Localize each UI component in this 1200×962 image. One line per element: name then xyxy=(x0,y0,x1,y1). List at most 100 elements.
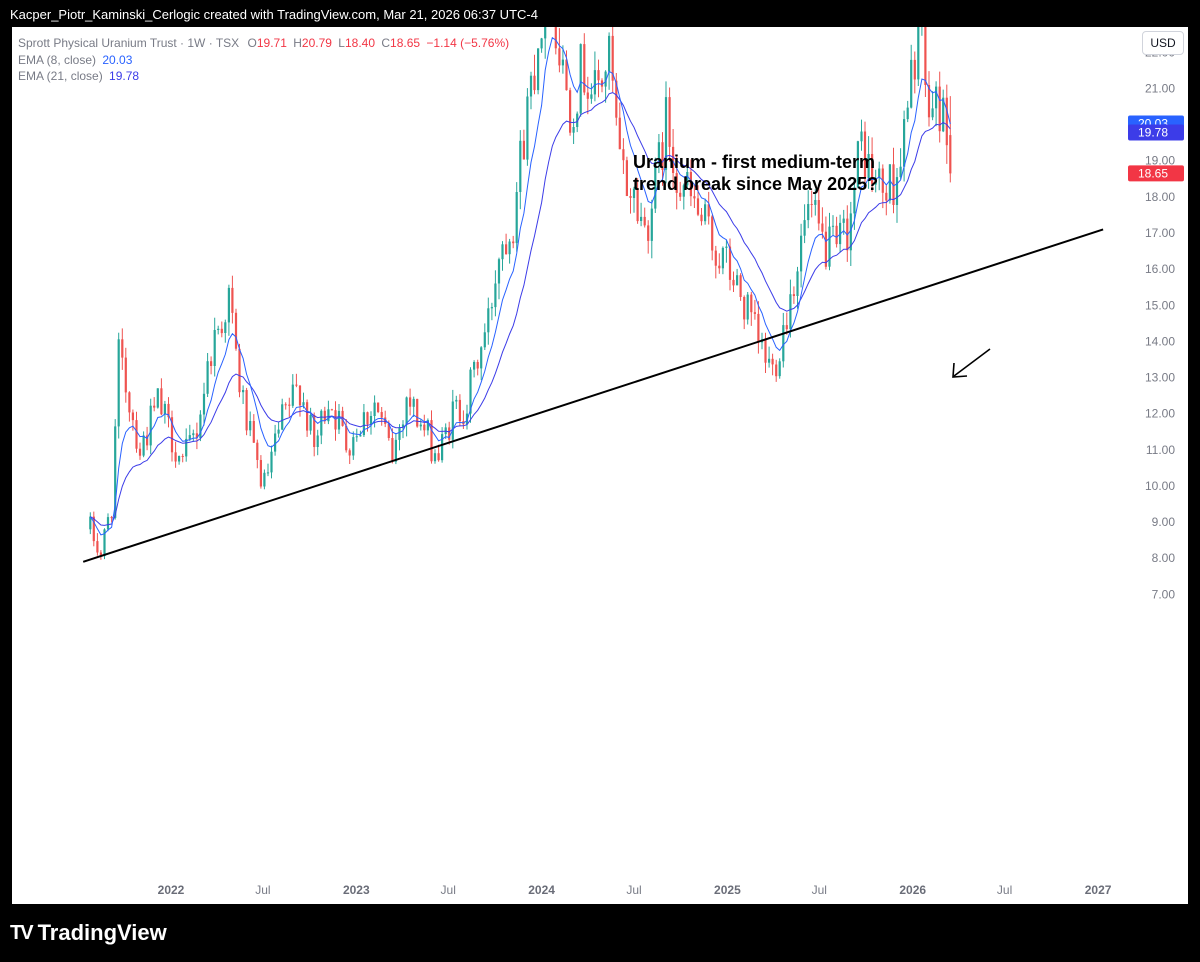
candle-body xyxy=(686,172,689,186)
y-tick-label: 11.00 xyxy=(1146,443,1175,457)
candle-body xyxy=(924,27,927,86)
legend-low-value: 18.40 xyxy=(344,36,375,50)
candle-body xyxy=(217,328,220,330)
candle-body xyxy=(622,149,625,161)
candle-body xyxy=(600,80,604,87)
candle-body xyxy=(672,146,675,173)
candle-body xyxy=(746,294,749,320)
tradingview-logo[interactable]: TV TradingView xyxy=(10,920,167,946)
candle-body xyxy=(199,414,202,438)
candle-body xyxy=(114,426,117,518)
chart-svg[interactable]: 7.00 8.00 9.00 10.00 11.00 12.00 13.00 14.00 15.… xyxy=(12,27,1188,904)
legend-ema8-row[interactable]: EMA (8, close) 20.03 xyxy=(18,52,509,69)
candle-body xyxy=(295,384,298,386)
candle-body xyxy=(288,404,291,406)
candle-body xyxy=(185,438,188,457)
ema8-line xyxy=(89,36,951,536)
candle-body xyxy=(931,108,934,118)
chart-title-line[interactable]: trend break since May 2025? xyxy=(633,174,878,194)
candle-body xyxy=(92,516,95,542)
candle-body xyxy=(99,552,102,557)
candle-body xyxy=(906,107,909,120)
candle-body xyxy=(103,529,106,557)
candle-body xyxy=(210,361,213,366)
y-tick-label: 10.00 xyxy=(1145,479,1175,493)
support-trendline[interactable] xyxy=(82,228,1104,563)
candle-body xyxy=(775,364,778,377)
chart-title-line[interactable]: Uranium - first medium-term xyxy=(633,152,875,172)
candle-body xyxy=(824,231,827,267)
candle-body xyxy=(565,59,568,91)
candle-body xyxy=(700,214,703,222)
chart-panel[interactable] xyxy=(12,27,1188,904)
candle-body xyxy=(341,410,344,426)
candle-body xyxy=(320,410,323,436)
candle-body xyxy=(473,362,476,370)
legend-symbol-row: Sprott Physical Uranium Trust · 1W · TSX… xyxy=(18,35,509,52)
candle-body xyxy=(863,131,867,179)
candle-body xyxy=(252,421,255,443)
candle-body xyxy=(679,192,682,197)
legend-ema21-row[interactable]: EMA (21, close) 19.78 xyxy=(18,68,509,85)
candle-body xyxy=(664,97,668,170)
candle-body xyxy=(146,435,149,446)
candle-body xyxy=(736,275,739,286)
candle-body xyxy=(704,204,707,222)
candle-body xyxy=(629,196,632,198)
candles-group xyxy=(89,27,952,560)
candle-body xyxy=(572,127,575,133)
y-tick-label: 13.00 xyxy=(1145,371,1175,385)
candle-body xyxy=(231,287,234,313)
legend-high-value: 20.79 xyxy=(301,36,332,50)
arrow-annotation-icon[interactable] xyxy=(953,348,991,377)
candle-body xyxy=(917,27,920,80)
candle-body xyxy=(220,328,223,334)
candle-body xyxy=(537,48,540,91)
candle-body xyxy=(689,172,692,197)
x-tick-label: Jul xyxy=(255,883,270,897)
candle-body xyxy=(707,204,710,217)
candle-body xyxy=(849,213,852,251)
candle-body xyxy=(451,401,454,440)
candle-body xyxy=(306,402,309,431)
candle-body xyxy=(650,208,653,241)
candle-body xyxy=(611,35,614,81)
candle-body xyxy=(842,218,845,223)
candle-body xyxy=(785,325,788,330)
candle-body xyxy=(455,399,458,402)
candle-body xyxy=(878,168,881,179)
candle-body xyxy=(263,472,266,487)
candle-body xyxy=(281,404,284,430)
y-tick-label: 15.00 xyxy=(1145,298,1175,312)
candle-body xyxy=(501,244,504,260)
candle-body xyxy=(476,362,479,369)
candle-body xyxy=(480,347,483,369)
candle-body xyxy=(117,339,120,427)
legend-open-value: 19.71 xyxy=(256,36,287,50)
candle-body xyxy=(583,44,586,93)
candle-body xyxy=(558,48,561,66)
arrow-head-icon xyxy=(952,362,968,378)
candle-body xyxy=(266,472,270,474)
candle-body xyxy=(373,402,376,416)
currency-button[interactable]: USD xyxy=(1142,31,1184,55)
candle-body xyxy=(544,27,547,39)
candle-body xyxy=(490,307,493,309)
candle-body xyxy=(369,416,373,425)
candle-body xyxy=(661,142,664,170)
y-tick-label: 16.00 xyxy=(1145,262,1175,276)
candle-body xyxy=(302,402,305,406)
legend-open-label: O xyxy=(247,36,257,50)
legend-symbol[interactable]: Sprott Physical Uranium Trust · 1W · TSX xyxy=(18,36,240,50)
candle-body xyxy=(782,325,785,362)
candle-body xyxy=(398,427,401,440)
candle-body xyxy=(867,154,870,179)
candle-body xyxy=(945,97,948,146)
x-tick-label: Jul xyxy=(812,883,827,897)
candle-body xyxy=(949,135,952,174)
y-tick-label: 7.00 xyxy=(1152,587,1176,601)
candle-body xyxy=(160,388,163,415)
candle-body xyxy=(714,250,717,266)
candle-body xyxy=(387,423,390,438)
footer-bar xyxy=(0,904,1200,962)
